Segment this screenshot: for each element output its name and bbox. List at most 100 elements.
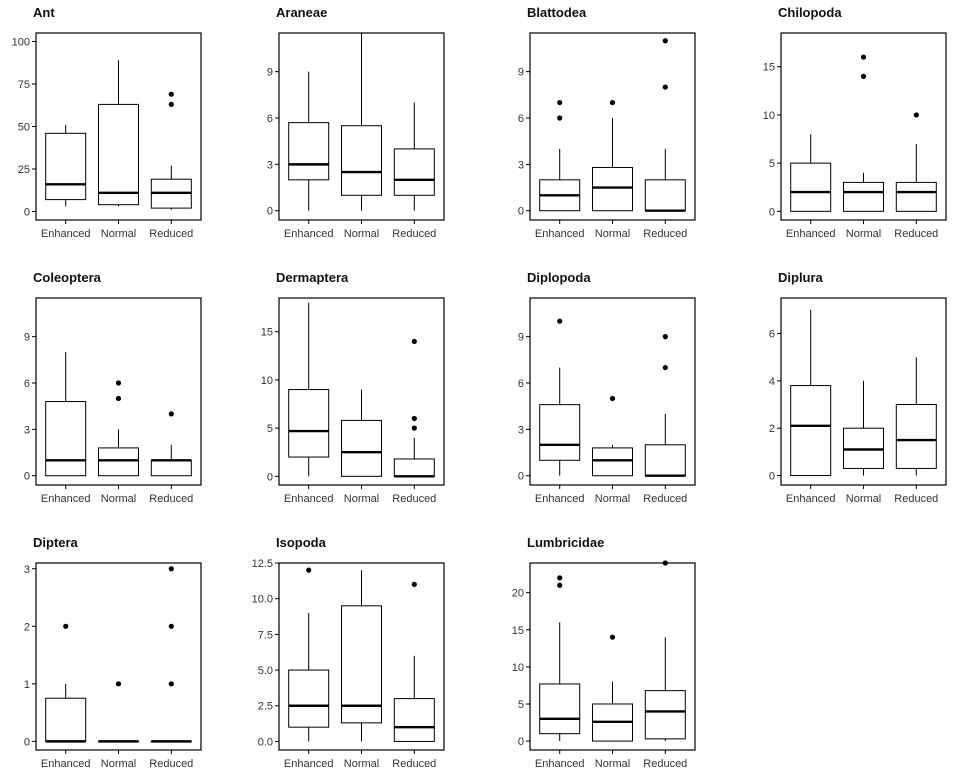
panel-title: Isopoda <box>276 535 327 550</box>
x-tick-label: Normal <box>595 228 630 240</box>
outlier-point <box>168 411 174 417</box>
panel-lumbricidae: Lumbricidae 0 5 10 15 20 Enhanced Normal Reduced <box>512 535 696 770</box>
outlier-point <box>662 334 668 340</box>
panel-title: Lumbricidae <box>527 535 604 550</box>
outlier-point <box>860 54 867 60</box>
box-normal <box>592 99 633 212</box>
box-normal <box>341 389 382 477</box>
box-normal <box>341 570 382 742</box>
panel-araneae: Araneae 0 3 6 9 Enhanced Normal Reduced <box>267 5 445 240</box>
iqr-box <box>288 389 330 458</box>
y-tick-label: 1 <box>24 679 30 691</box>
box-normal <box>98 60 139 207</box>
outlier-point <box>168 91 174 97</box>
panel-diplopoda: Diplopoda 0 3 6 9 Enhanced Normal Reduced <box>518 270 696 505</box>
box-enhanced <box>539 99 581 212</box>
outlier-point <box>411 425 417 431</box>
box-reduced <box>895 357 937 476</box>
outlier-point <box>557 115 563 121</box>
x-tick-label: Reduced <box>894 493 938 505</box>
box-enhanced <box>539 318 581 476</box>
x-tick-label: Reduced <box>149 228 193 240</box>
y-tick-label: 15 <box>261 327 273 339</box>
x-tick-label: Reduced <box>149 493 193 505</box>
box-reduced <box>393 338 435 478</box>
x-tick-label: Enhanced <box>786 228 836 240</box>
x-tick-label: Normal <box>595 758 630 770</box>
iqr-box <box>539 404 581 461</box>
panel-title: Diplopoda <box>527 270 591 285</box>
y-tick-label: 10 <box>763 110 775 122</box>
x-tick-label: Normal <box>101 228 136 240</box>
y-tick-label: 9 <box>518 67 524 79</box>
panel-blattodea: Blattodea 0 3 6 9 Enhanced Normal Reduced <box>518 5 696 240</box>
outlier-point <box>115 681 122 687</box>
y-tick-label: 0 <box>518 471 524 483</box>
y-tick-label: 6 <box>24 378 30 390</box>
panel-title: Araneae <box>276 5 327 20</box>
panel-title: Diptera <box>33 535 79 550</box>
y-tick-label: 0 <box>518 206 524 218</box>
iqr-box <box>895 181 937 212</box>
y-tick-label: 2 <box>24 621 30 633</box>
outlier-point <box>411 338 417 344</box>
outlier-point <box>411 415 417 422</box>
y-tick-label: 3 <box>518 424 524 436</box>
y-tick-label: 2 <box>769 423 775 435</box>
panel-dermaptera: Dermaptera 0 5 10 15 Enhanced Normal Reduced <box>261 270 445 505</box>
y-tick-label: 0 <box>769 471 775 483</box>
outlier-point <box>662 84 668 90</box>
iqr-box <box>592 166 633 212</box>
outlier-point <box>168 101 174 107</box>
x-tick-label: Reduced <box>392 493 436 505</box>
outlier-point <box>63 623 69 629</box>
x-tick-label: Normal <box>101 758 136 770</box>
box-reduced <box>644 560 686 742</box>
iqr-box <box>288 122 330 181</box>
y-tick-label: 3 <box>518 159 524 171</box>
panel-title: Coleoptera <box>33 270 102 285</box>
x-tick-label: Normal <box>846 493 881 505</box>
iqr-box <box>45 697 87 742</box>
outlier-point <box>609 395 616 402</box>
outlier-point <box>557 318 563 324</box>
x-tick-label: Enhanced <box>41 493 91 505</box>
box-enhanced <box>790 134 832 212</box>
y-tick-label: 15 <box>512 625 524 637</box>
x-tick-label: Reduced <box>643 493 687 505</box>
y-tick-label: 5 <box>769 158 775 170</box>
iqr-box <box>644 690 686 740</box>
box-normal <box>843 54 884 212</box>
y-tick-label: 4 <box>769 376 775 388</box>
iqr-box <box>592 447 633 477</box>
iqr-box <box>393 698 435 742</box>
y-tick-label: 7.5 <box>258 629 273 641</box>
iqr-box <box>341 605 382 724</box>
y-tick-label: 0 <box>24 736 30 748</box>
box-reduced <box>895 112 937 212</box>
outlier-point <box>860 73 867 79</box>
x-tick-label: Enhanced <box>41 758 91 770</box>
y-tick-label: 100 <box>12 37 30 49</box>
panel-ant: Ant 0 25 50 75 100 Enhanced Normal Reduced <box>12 5 202 240</box>
box-normal <box>592 634 633 742</box>
iqr-box <box>790 385 832 477</box>
box-normal <box>98 380 139 477</box>
box-enhanced <box>288 71 330 211</box>
outlier-point <box>662 38 668 44</box>
box-normal <box>98 681 139 743</box>
panel-title: Ant <box>33 5 55 20</box>
panel-coleoptera: Coleoptera 0 3 6 9 Enhanced Normal Reduced <box>24 270 202 505</box>
y-tick-label: 9 <box>518 332 524 344</box>
panel-title: Chilopoda <box>778 5 842 20</box>
outlier-point <box>115 380 122 386</box>
x-tick-label: Reduced <box>643 758 687 770</box>
box-reduced <box>644 334 686 477</box>
y-tick-label: 0 <box>267 471 273 483</box>
iqr-box <box>98 447 139 477</box>
outlier-point <box>609 99 616 106</box>
x-tick-label: Normal <box>101 493 136 505</box>
x-tick-label: Normal <box>846 228 881 240</box>
x-tick-label: Normal <box>595 493 630 505</box>
y-tick-label: 25 <box>18 164 30 176</box>
